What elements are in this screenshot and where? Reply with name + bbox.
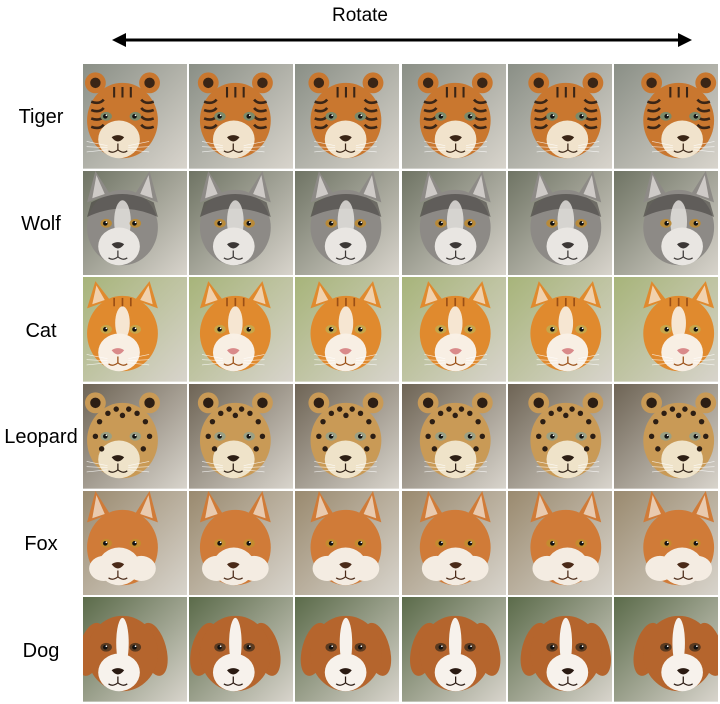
fox-image-view-6	[613, 490, 718, 596]
cat-face-icon	[189, 277, 294, 382]
leopard-image-view-2	[189, 384, 294, 489]
leopard-face-icon	[189, 384, 294, 489]
cat-image-view-1	[83, 277, 188, 382]
leopard-face-icon	[401, 384, 506, 489]
row-label-leopard: Leopard	[4, 426, 78, 449]
fox-image-view-3	[295, 490, 400, 596]
cat-image-view-3	[295, 277, 400, 382]
double-arrow-icon	[112, 33, 692, 47]
wolf-face-icon	[295, 170, 400, 276]
wolf-image-view-5	[507, 170, 612, 276]
tiger-image-view-1	[83, 64, 188, 169]
dog-face-icon	[401, 597, 506, 702]
fox-face-icon	[295, 490, 400, 596]
dog-image-view-5	[507, 597, 612, 702]
dog-face-icon	[613, 597, 718, 702]
leopard-image-view-3	[295, 384, 400, 489]
fox-face-icon	[189, 490, 294, 596]
tiger-image-view-6	[613, 64, 718, 169]
row-label-tiger: Tiger	[18, 106, 64, 129]
dog-face-icon	[83, 597, 188, 702]
tiger-image-view-5	[507, 64, 612, 169]
leopard-face-icon	[83, 384, 188, 489]
cat-image-view-4	[401, 277, 506, 382]
dog-image-view-2	[189, 597, 294, 702]
wolf-image-view-4	[401, 170, 506, 276]
row-label-dog: Dog	[22, 639, 60, 662]
dog-image-view-4	[401, 597, 506, 702]
dog-face-icon	[295, 597, 400, 702]
leopard-face-icon	[613, 384, 718, 489]
fox-face-icon	[507, 490, 612, 596]
leopard-image-view-1	[83, 384, 188, 489]
fox-image-view-1	[83, 490, 188, 596]
tiger-face-icon	[189, 64, 294, 169]
dog-image-view-6	[613, 597, 718, 702]
tiger-face-icon	[507, 64, 612, 169]
wolf-face-icon	[83, 170, 188, 276]
leopard-face-icon	[295, 384, 400, 489]
cat-image-view-2	[189, 277, 294, 382]
fox-image-view-4	[401, 490, 506, 596]
wolf-face-icon	[613, 170, 718, 276]
fox-image-view-2	[189, 490, 294, 596]
cat-face-icon	[507, 277, 612, 382]
wolf-face-icon	[401, 170, 506, 276]
tiger-face-icon	[295, 64, 400, 169]
cat-image-view-5	[507, 277, 612, 382]
row-label-fox: Fox	[24, 533, 58, 555]
leopard-image-view-6	[613, 384, 718, 489]
fox-face-icon	[613, 490, 718, 596]
tiger-image-view-2	[189, 64, 294, 169]
fox-image-view-5	[507, 490, 612, 596]
leopard-image-view-5	[507, 384, 612, 489]
wolf-face-icon	[189, 170, 294, 276]
tiger-face-icon	[613, 64, 718, 169]
cat-face-icon	[613, 277, 718, 382]
fox-face-icon	[83, 490, 188, 596]
tiger-face-icon	[83, 64, 188, 169]
leopard-face-icon	[507, 384, 612, 489]
row-label-cat: Cat	[25, 319, 57, 342]
rotate-label: Rotate	[332, 5, 388, 26]
dog-face-icon	[189, 597, 294, 702]
wolf-image-view-1	[83, 170, 188, 276]
cat-face-icon	[401, 277, 506, 382]
wolf-image-view-2	[189, 170, 294, 276]
leopard-image-view-4	[401, 384, 506, 489]
wolf-image-view-6	[613, 170, 718, 276]
dog-image-view-3	[295, 597, 400, 702]
dog-face-icon	[507, 597, 612, 702]
tiger-image-view-4	[401, 64, 506, 169]
tiger-face-icon	[401, 64, 506, 169]
image-grid	[83, 64, 720, 704]
wolf-image-view-3	[295, 170, 400, 276]
wolf-face-icon	[507, 170, 612, 276]
dog-image-view-1	[83, 597, 188, 702]
tiger-image-view-3	[295, 64, 400, 169]
fox-face-icon	[401, 490, 506, 596]
cat-face-icon	[295, 277, 400, 382]
row-label-wolf: Wolf	[21, 213, 61, 235]
cat-face-icon	[83, 277, 188, 382]
cat-image-view-6	[613, 277, 718, 382]
